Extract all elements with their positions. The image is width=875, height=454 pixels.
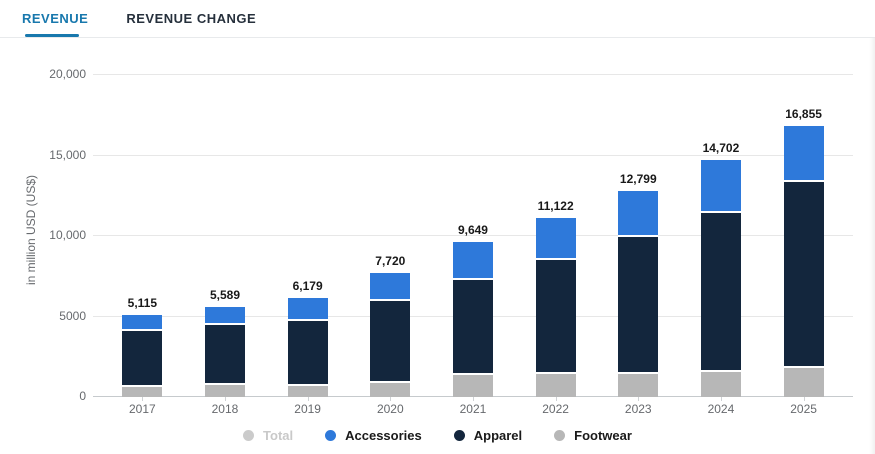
x-axis-tick (307, 397, 309, 401)
x-axis-tick (390, 397, 392, 401)
bar-segment-accessories[interactable] (122, 314, 163, 332)
x-axis-tick (473, 397, 474, 401)
y-axis-tick-label: 15,000 (49, 147, 86, 162)
gridline (93, 235, 853, 236)
bar-segment-footwear[interactable] (452, 375, 493, 397)
legend-item-footwear[interactable]: Footwear (554, 428, 632, 443)
bar-segment-apparel[interactable] (287, 320, 328, 386)
legend-dot (453, 430, 465, 441)
bar-segment-accessories[interactable] (618, 190, 659, 237)
bar-2017[interactable]: 5,115 (122, 75, 163, 397)
bar-segment-apparel[interactable] (370, 300, 411, 383)
legend-item-accessories[interactable]: Accessories (325, 428, 422, 443)
x-axis-label: 2023 (624, 402, 652, 416)
bar-2018[interactable]: 5,589 (204, 75, 245, 397)
bar-2022[interactable]: 11,122 (535, 75, 576, 397)
page-edge-strip (869, 0, 875, 454)
x-axis-label: 2018 (211, 402, 239, 416)
plot-area: 5,115 5,589 6,179 7,720 9,649 11,122 12,799 14,… (93, 74, 853, 401)
y-axis-tick-label: 10,000 (49, 228, 86, 242)
bar-segment-footwear[interactable] (287, 385, 328, 397)
legend-item-apparel[interactable]: Apparel (453, 428, 523, 443)
tab-revenue-change[interactable]: REVENUE CHANGE (126, 11, 257, 26)
x-axis-label: 2025 (790, 402, 817, 416)
tab-revenue[interactable]: REVENUE (22, 0, 88, 37)
x-axis-tick (225, 397, 226, 401)
bar-segment-footwear[interactable] (783, 367, 824, 397)
chart-legend: Total Accessories Apparel Footwear (0, 428, 875, 443)
y-axis-tick-label: 5000 (59, 308, 86, 323)
bar-segment-accessories[interactable] (700, 160, 741, 213)
bar-segment-accessories[interactable] (452, 241, 493, 281)
bar-total-label: 16,855 (785, 106, 822, 121)
bar-2019[interactable]: 6,179 (287, 75, 328, 397)
legend-label: Accessories (345, 428, 422, 443)
bar-segment-footwear[interactable] (122, 386, 163, 397)
bar-total-label: 6,179 (292, 278, 323, 293)
bar-segment-apparel[interactable] (122, 331, 163, 387)
legend-label: Total (263, 428, 294, 443)
x-axis-label: 2021 (459, 402, 487, 416)
x-axis-label: 2019 (294, 402, 321, 416)
bar-segment-accessories[interactable] (204, 307, 245, 325)
bar-segment-apparel[interactable] (783, 182, 824, 368)
bar-segment-apparel[interactable] (618, 236, 659, 375)
x-axis-label: 2022 (542, 402, 569, 416)
bar-2020[interactable]: 7,720 (370, 75, 411, 397)
gridline (93, 74, 853, 75)
legend-label: Footwear (574, 428, 632, 443)
x-axis-tick (555, 397, 557, 401)
bar-segment-footwear[interactable] (618, 374, 659, 397)
bar-segment-accessories[interactable] (535, 217, 576, 261)
x-axis-label: 2017 (128, 402, 156, 416)
bar-segment-footwear[interactable] (535, 374, 576, 397)
x-axis-tick (721, 397, 722, 401)
bar-total-label: 9,649 (457, 222, 488, 237)
legend-dot (554, 430, 566, 441)
x-axis-label: 2020 (376, 402, 404, 416)
bar-2025[interactable]: 16,855 (783, 75, 824, 397)
bars-container: 5,115 5,589 6,179 7,720 9,649 11,122 12,799 14,… (101, 75, 845, 397)
bar-2021[interactable]: 9,649 (452, 75, 493, 397)
bar-segment-footwear[interactable] (370, 382, 411, 397)
x-axis-tick (638, 397, 640, 401)
y-axis-tick-label: 0 (79, 389, 86, 403)
x-axis-tick (142, 397, 144, 401)
bar-2024[interactable]: 14,702 (700, 75, 741, 397)
legend-dot (325, 430, 337, 441)
bar-segment-footwear[interactable] (700, 371, 741, 397)
bar-segment-apparel[interactable] (204, 324, 245, 386)
x-axis-labels: 2017 2018 2019 2020 2021 2022 2023 2024 2025 (101, 402, 845, 416)
bar-segment-apparel[interactable] (535, 260, 576, 375)
legend-label: Apparel (473, 428, 523, 443)
bar-total-label: 14,702 (702, 141, 740, 156)
bar-total-label: 5,115 (127, 295, 158, 310)
x-axis-label: 2024 (707, 402, 735, 416)
bar-total-label: 7,720 (375, 253, 406, 268)
bar-segment-apparel[interactable] (452, 280, 493, 376)
gridline (93, 154, 853, 156)
legend-dot (243, 430, 255, 441)
x-axis-tick (803, 397, 805, 401)
bar-total-label: 11,122 (537, 198, 574, 213)
bar-segment-accessories[interactable] (287, 297, 328, 321)
revenue-chart: in million USD (US$) 0 5000 10,000 15,000 20… (0, 38, 875, 454)
bar-2023[interactable]: 12,799 (618, 75, 659, 397)
bar-segment-accessories[interactable] (370, 272, 411, 301)
bar-segment-accessories[interactable] (783, 125, 824, 183)
bar-total-label: 5,589 (209, 288, 240, 303)
bar-total-label: 12,799 (619, 171, 657, 186)
bar-segment-footwear[interactable] (204, 385, 245, 397)
tab-bar: REVENUE REVENUE CHANGE (0, 0, 875, 38)
y-axis-tick-label: 20,000 (49, 67, 86, 81)
bar-segment-apparel[interactable] (700, 212, 741, 372)
legend-item-total[interactable]: Total (243, 428, 293, 443)
